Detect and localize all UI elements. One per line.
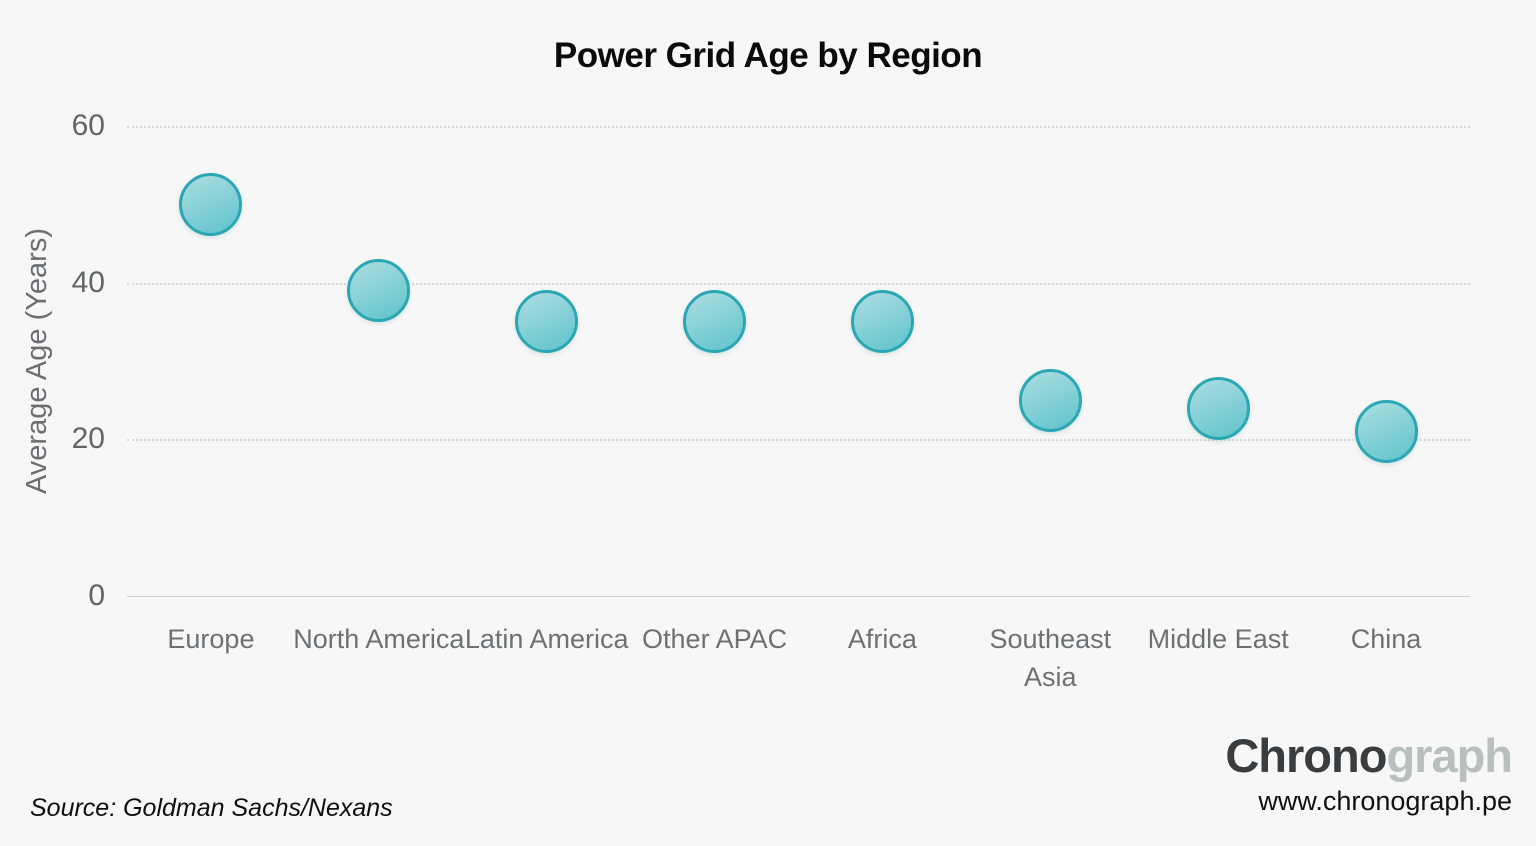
source-note: Source: Goldman Sachs/Nexans (30, 794, 393, 822)
y-tick-label-20: 20 (71, 422, 105, 456)
x-label-africa: Africa (847, 624, 917, 654)
plot-area (127, 126, 1470, 597)
gridline-40 (127, 282, 1470, 285)
x-label-north-america: North America (293, 624, 465, 654)
y-tick-label-0: 0 (88, 579, 105, 612)
y-axis-title-wrap: Average Age (Years) (14, 126, 60, 596)
y-tick-label-60: 60 (71, 109, 105, 142)
x-axis-labels: Europe North America Latin America Other AP… (127, 620, 1470, 720)
data-point-north-america (347, 259, 411, 322)
x-label-china: China (1350, 624, 1422, 654)
data-point-latin-america (515, 290, 579, 354)
data-point-europe (179, 172, 243, 236)
brand-logo: Chronograph (1225, 729, 1513, 782)
x-label-southeast-asia: Southeast Asia (989, 624, 1112, 692)
chart-title: Power Grid Age by Region (553, 36, 983, 75)
brand-logo-secondary: graph (1386, 729, 1513, 782)
x-label-europe: Europe (167, 624, 255, 654)
brand-url: www.chronograph.pe (1258, 786, 1512, 816)
data-point-china (1354, 400, 1418, 463)
data-point-africa (850, 290, 914, 354)
brand-logo-primary: Chrono (1225, 729, 1387, 782)
x-label-other-apac: Other APAC (642, 624, 788, 654)
data-point-other-apac (683, 290, 747, 354)
gridline-0 (127, 596, 1470, 597)
data-point-southeast-asia (1018, 368, 1082, 432)
gridline-60 (127, 126, 1470, 128)
data-point-middle-east (1186, 376, 1250, 440)
x-label-middle-east: Middle East (1147, 624, 1289, 654)
gridline-20 (127, 439, 1470, 442)
y-tick-label-40: 40 (71, 265, 105, 299)
x-label-latin-america: Latin America (464, 624, 629, 654)
brand-block: Chronograph www.chronograph.pe (1225, 729, 1513, 817)
